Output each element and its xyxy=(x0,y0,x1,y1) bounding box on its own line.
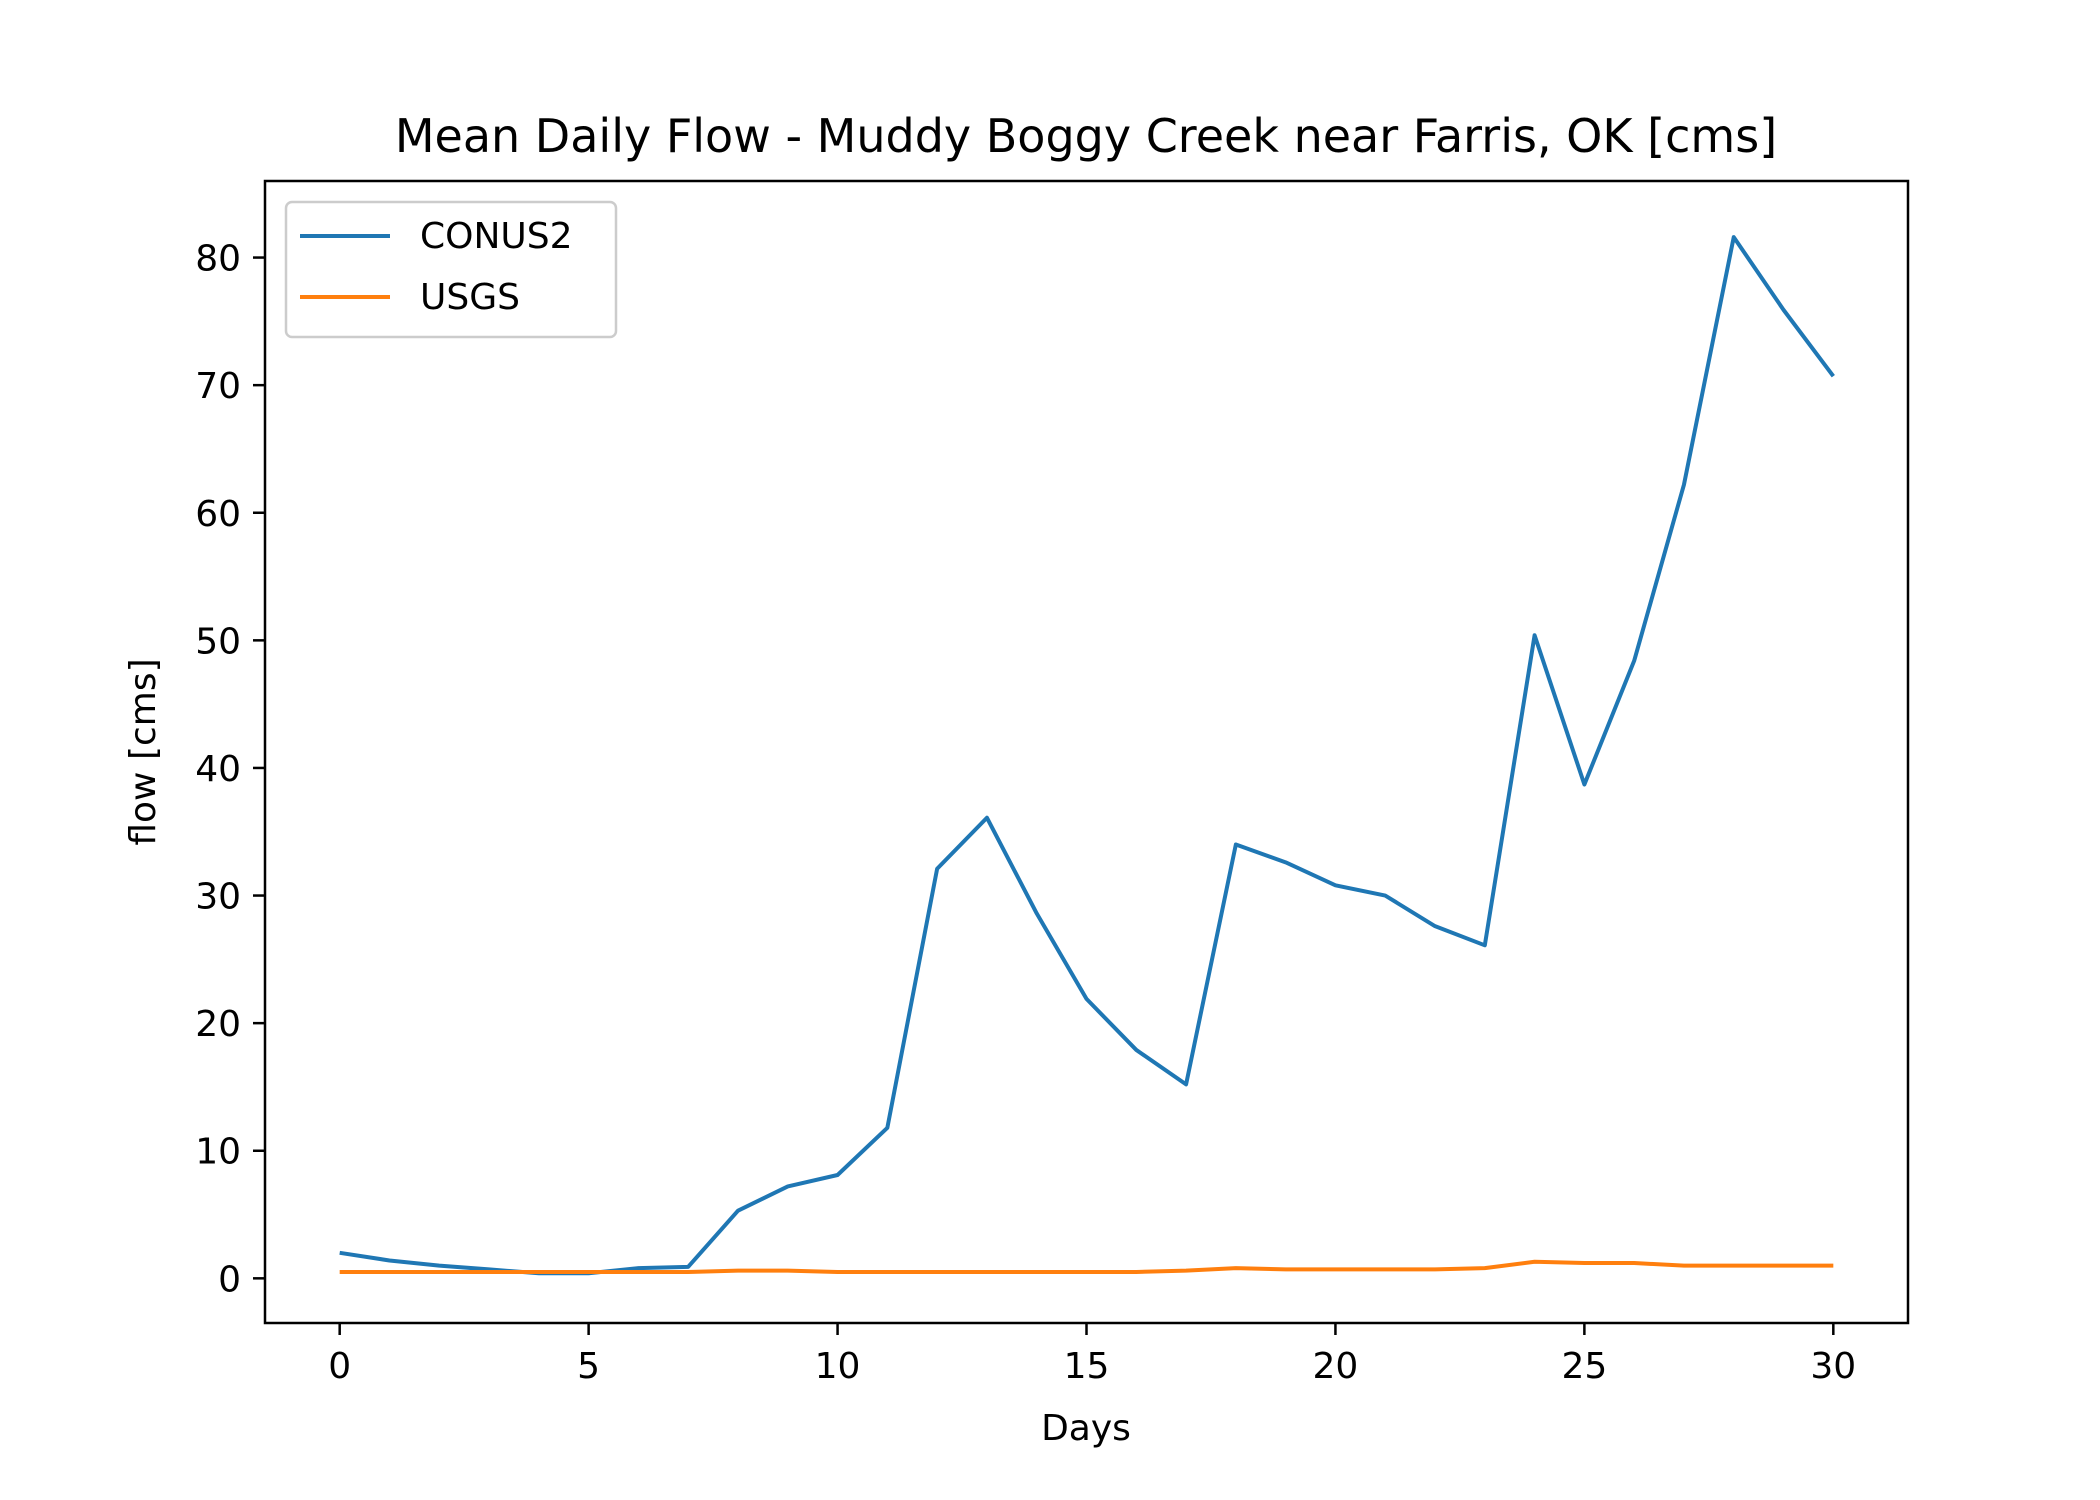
plot-frame xyxy=(263,179,1910,1325)
y-tick-label: 30 xyxy=(195,877,241,918)
y-tick-label: 20 xyxy=(195,1004,241,1045)
x-axis-label: Days xyxy=(1041,1408,1131,1449)
x-tick-label: 20 xyxy=(1313,1346,1359,1387)
x-tick-label: 10 xyxy=(815,1346,861,1387)
series-line-conus2 xyxy=(339,235,1835,1276)
y-tick-label: 70 xyxy=(195,366,241,407)
x-tick-label: 5 xyxy=(577,1346,600,1387)
y-tick-label: 80 xyxy=(195,239,241,280)
y-tick-label: 10 xyxy=(195,1132,241,1173)
legend-label-conus2: CONUS2 xyxy=(420,216,573,257)
legend-label-usgs: USGS xyxy=(420,277,520,318)
y-tick-label: 40 xyxy=(195,749,241,790)
x-tick-label: 30 xyxy=(1810,1346,1856,1387)
x-tick-label: 0 xyxy=(328,1346,351,1387)
chart-title: Mean Daily Flow - Muddy Boggy Creek near… xyxy=(395,109,1777,163)
y-axis-label: flow [cms] xyxy=(123,658,164,845)
axis-ticks: 0 5 10 15 20 25 30 0 10 20 30 40 50 60 70 80 xyxy=(195,239,1856,1387)
y-tick-label: 60 xyxy=(195,494,241,535)
y-tick-label: 50 xyxy=(195,621,241,662)
x-tick-label: 15 xyxy=(1064,1346,1110,1387)
y-tick-label: 0 xyxy=(218,1259,241,1300)
x-tick-label: 25 xyxy=(1561,1346,1607,1387)
legend: CONUS2 USGS xyxy=(284,200,618,339)
series-line-usgs xyxy=(339,1259,1834,1274)
series-lines xyxy=(339,235,1835,1276)
